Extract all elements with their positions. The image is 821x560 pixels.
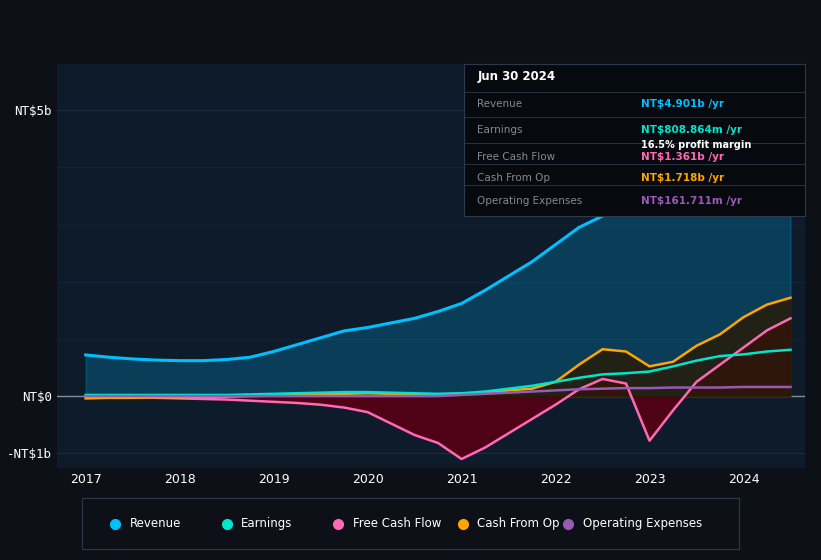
Text: Free Cash Flow: Free Cash Flow [478, 152, 556, 162]
Text: NT$161.711m /yr: NT$161.711m /yr [641, 196, 742, 206]
Text: Revenue: Revenue [478, 99, 523, 109]
Text: NT$1.361b /yr: NT$1.361b /yr [641, 152, 724, 162]
Text: 16.5% profit margin: 16.5% profit margin [641, 140, 751, 150]
Text: Free Cash Flow: Free Cash Flow [353, 517, 441, 530]
Text: NT$1.718b /yr: NT$1.718b /yr [641, 173, 724, 183]
Text: Operating Expenses: Operating Expenses [478, 196, 583, 206]
Text: NT$808.864m /yr: NT$808.864m /yr [641, 125, 742, 135]
Text: Operating Expenses: Operating Expenses [583, 517, 702, 530]
Text: Cash From Op: Cash From Op [478, 173, 551, 183]
Text: Revenue: Revenue [130, 517, 181, 530]
Text: Cash From Op: Cash From Op [478, 517, 560, 530]
Text: Jun 30 2024: Jun 30 2024 [478, 71, 556, 83]
Text: NT$4.901b /yr: NT$4.901b /yr [641, 99, 724, 109]
Text: Earnings: Earnings [241, 517, 292, 530]
Text: Earnings: Earnings [478, 125, 523, 135]
